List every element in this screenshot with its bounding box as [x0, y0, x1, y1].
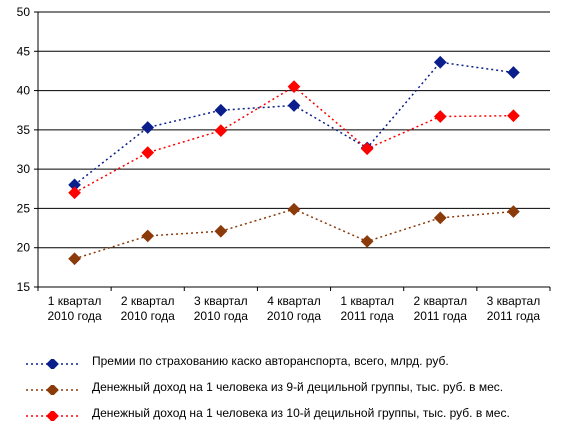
y-tick-label-25: 25	[17, 201, 31, 215]
x-tick-label-1: 1 квартал 2010 года	[47, 294, 102, 323]
series-1-point-7	[507, 66, 520, 79]
chart: 15 20 25 30 35 40 45 50 1 квартал 2010 года 2 квар…	[17, 5, 551, 323]
series-2-point-4	[287, 202, 301, 216]
legend-item-series-1: Премии по страхованию каско авторанспорт…	[20, 353, 565, 379]
series-2-point-5	[360, 235, 374, 248]
series-1	[68, 55, 520, 192]
y-tick-label-20: 20	[17, 241, 31, 255]
series-3-point-4	[287, 80, 301, 94]
series-1-point-6	[433, 55, 447, 69]
x-tick-label-5: 1 квартал 2011 года	[340, 294, 394, 323]
x-tick-label-3: 3 квартал 2010 года	[194, 294, 249, 323]
series-1-point-1	[68, 178, 81, 192]
x-tick-label-6: 2 квартал 2011 года	[413, 294, 467, 323]
tick-labels: 15 20 25 30 35 40 45 50 1 квартал 2010 года 2 квар…	[17, 5, 541, 323]
y-tick-label-35: 35	[17, 123, 31, 137]
series-3-point-7	[507, 109, 520, 123]
legend: Премии по страхованию каско авторанспорт…	[20, 353, 565, 431]
series-3-point-3	[214, 124, 228, 138]
series-3-point-1	[68, 186, 81, 200]
series-3-point-2	[141, 146, 155, 160]
legend-diamond-series-2	[46, 385, 59, 395]
legend-item-series-2: Денежный доход на 1 человека из 9-й деци…	[20, 379, 565, 405]
legend-marker-series-1	[26, 359, 80, 369]
series-1-point-4	[287, 99, 301, 112]
series-group	[68, 55, 520, 266]
series-2-point-2	[141, 229, 155, 243]
axes	[34, 11, 551, 291]
legend-marker-series-3	[26, 411, 80, 421]
series-2-point-3	[214, 224, 228, 238]
series-3	[68, 80, 520, 200]
y-tick-label-50: 50	[17, 5, 31, 19]
series-3-point-5	[360, 142, 374, 156]
y-tick-label-15: 15	[17, 280, 31, 294]
series-2-point-1	[68, 252, 81, 266]
series-1-point-2	[141, 121, 155, 134]
legend-label-series-2: Денежный доход на 1 человека из 9-й деци…	[92, 380, 504, 394]
x-tick-label-4: 4 квартал 2010 года	[267, 294, 322, 323]
x-tick-label-2: 2 квартал 2010 года	[121, 294, 176, 323]
y-tick-label-40: 40	[17, 84, 31, 98]
series-2-point-7	[507, 205, 520, 218]
legend-label-series-1: Премии по страхованию каско авторанспорт…	[92, 354, 449, 368]
legend-diamond-series-3	[46, 411, 59, 421]
y-tick-label-30: 30	[17, 162, 31, 176]
legend-item-series-3: Денежный доход на 1 человека из 10-й дец…	[20, 405, 565, 431]
series-2-point-6	[433, 211, 447, 225]
series-1-point-3	[214, 103, 228, 117]
legend-label-series-3: Денежный доход на 1 человека из 10-й дец…	[92, 406, 510, 420]
series-3-point-6	[433, 110, 447, 123]
series-2	[68, 202, 520, 266]
series-2-line	[74, 208, 514, 260]
legend-marker-series-2	[26, 385, 80, 395]
y-tick-label-45: 45	[17, 44, 31, 58]
x-tick-label-7: 3 квартал 2011 года	[487, 294, 541, 323]
legend-diamond-series-1	[46, 359, 59, 369]
